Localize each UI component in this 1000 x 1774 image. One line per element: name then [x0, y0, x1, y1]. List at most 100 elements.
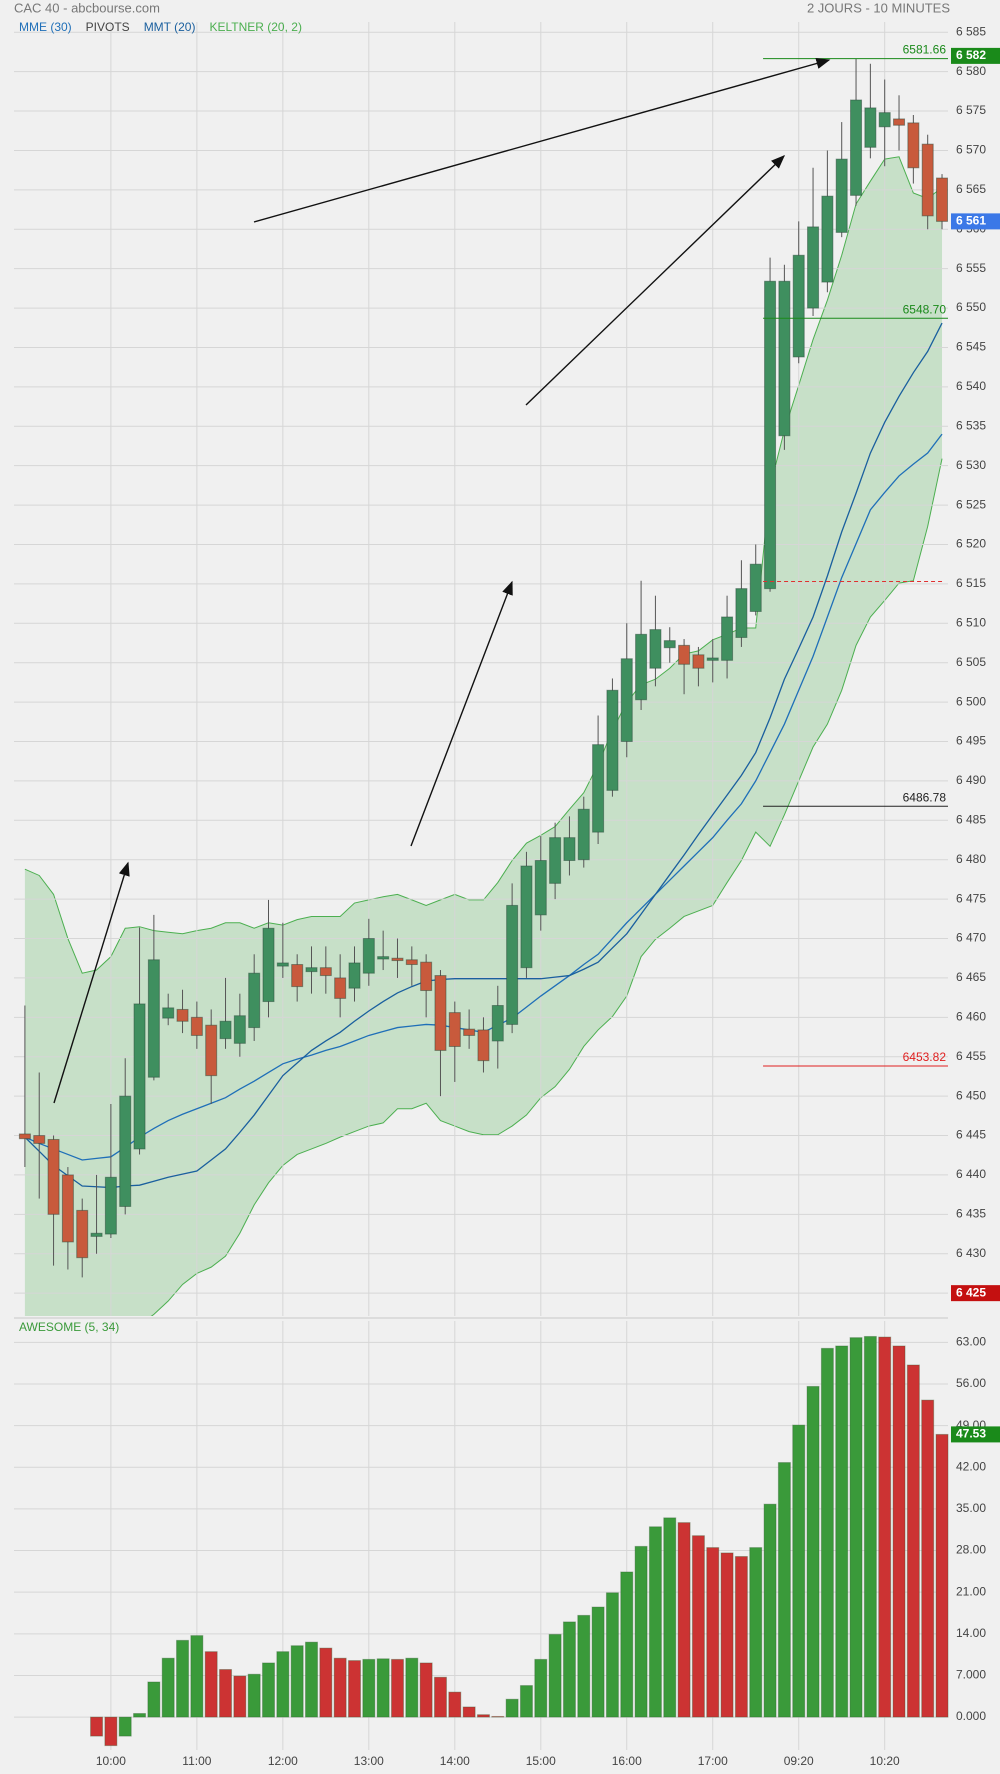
- candle-body: [391, 957, 404, 962]
- y-tick-label: 6 465: [956, 970, 986, 984]
- bar: [677, 1522, 691, 1718]
- bar: [892, 1345, 906, 1718]
- keltner-edge: [150, 458, 943, 1316]
- bar: [118, 1716, 132, 1737]
- bar: [347, 1660, 361, 1718]
- candle-body: [47, 1138, 60, 1215]
- legend-entry: MMT (20): [144, 20, 196, 34]
- y-tick-label: 6 580: [956, 64, 986, 78]
- x-tick-label: 09:20: [784, 1754, 814, 1768]
- bar: [262, 1662, 276, 1718]
- y-tick-label: 6 545: [956, 340, 986, 354]
- candle-body: [90, 1232, 103, 1237]
- y-tick-label: 6 550: [956, 300, 986, 314]
- y-tick-label: 6 510: [956, 615, 986, 629]
- candle-body: [635, 633, 648, 701]
- bar: [878, 1336, 892, 1718]
- bar: [835, 1345, 849, 1718]
- bar: [204, 1651, 218, 1718]
- bar: [462, 1706, 476, 1718]
- x-tick-label: 11:00: [182, 1754, 211, 1768]
- price-plot: [14, 22, 948, 1316]
- candle-body: [678, 644, 691, 665]
- y-tick-label: 6 480: [956, 852, 986, 866]
- candle-body: [864, 107, 877, 148]
- candle-body: [362, 938, 375, 974]
- y-tick-label: 6 445: [956, 1128, 986, 1142]
- pivot-label: 6581.66: [903, 43, 947, 57]
- candle-body: [448, 1012, 461, 1047]
- bar: [419, 1662, 433, 1718]
- price-tag: [951, 1285, 1000, 1302]
- bar: [777, 1462, 791, 1718]
- bar: [190, 1635, 204, 1718]
- bar: [247, 1673, 261, 1718]
- pivot-label: 6453.82: [903, 1050, 947, 1064]
- value-tag-label: 47.53: [956, 1427, 986, 1441]
- candle-body: [577, 808, 590, 861]
- y-tick-label: 42.00: [956, 1459, 986, 1473]
- bar: [921, 1399, 935, 1718]
- x-tick-label: 14:00: [440, 1754, 470, 1768]
- bar: [390, 1658, 404, 1718]
- arrow: [53, 861, 130, 1104]
- y-tick-label: 21.00: [956, 1584, 986, 1598]
- arrow: [525, 155, 786, 406]
- candle-body: [190, 1016, 203, 1036]
- bar: [906, 1364, 920, 1718]
- y-tick-label: 63.00: [956, 1335, 986, 1349]
- candle-body: [563, 837, 576, 861]
- y-tick-label: 6 555: [956, 261, 986, 275]
- price-tag-label: 6 561: [956, 214, 986, 228]
- x-tick-label: 10:20: [870, 1754, 900, 1768]
- candle-body: [248, 972, 261, 1029]
- bar: [749, 1547, 763, 1718]
- candle-body: [592, 744, 605, 833]
- y-tick-label: 35.00: [956, 1501, 986, 1515]
- candle-body: [749, 563, 762, 612]
- candle-body: [262, 927, 275, 1003]
- candle-body: [549, 837, 562, 884]
- y-tick-label: 6 435: [956, 1207, 986, 1221]
- x-tick-label: 12:00: [268, 1754, 298, 1768]
- bar: [935, 1433, 949, 1718]
- bar: [176, 1639, 190, 1718]
- candle-body: [76, 1209, 89, 1259]
- bar: [720, 1552, 734, 1718]
- candle-body: [936, 177, 948, 222]
- y-tick-label: 6 470: [956, 931, 986, 945]
- y-tick-label: 6 430: [956, 1246, 986, 1260]
- candle-body: [119, 1095, 132, 1207]
- candle-body: [18, 1133, 31, 1140]
- legend-entry: MME (30): [19, 20, 72, 34]
- y-tick-label: 6 575: [956, 103, 986, 117]
- bar: [734, 1556, 748, 1718]
- y-tick-label: 6 520: [956, 537, 986, 551]
- bar: [333, 1657, 347, 1718]
- candle-body: [721, 616, 734, 661]
- x-tick-label: 17:00: [698, 1754, 728, 1768]
- bar: [505, 1698, 519, 1718]
- indicator-title: AWESOME (5, 34): [19, 1320, 119, 1334]
- y-tick-label: 28.00: [956, 1543, 986, 1557]
- bar: [548, 1633, 562, 1718]
- bar: [219, 1668, 233, 1718]
- bar: [305, 1641, 318, 1718]
- bar: [849, 1337, 863, 1718]
- candle-body: [921, 143, 934, 217]
- y-tick-label: 6 450: [956, 1088, 986, 1102]
- candle-body: [792, 254, 805, 358]
- chart-title: CAC 40 - abcbourse.com: [14, 0, 160, 15]
- bar: [577, 1614, 591, 1718]
- bar: [161, 1657, 175, 1718]
- candle-body: [520, 865, 533, 969]
- bar: [90, 1716, 104, 1737]
- candle-body: [606, 689, 619, 791]
- bar: [491, 1715, 505, 1718]
- candle-body: [850, 99, 863, 196]
- y-tick-label: 6 475: [956, 891, 986, 905]
- bar: [820, 1347, 834, 1718]
- candle-body: [219, 1020, 232, 1040]
- bar: [405, 1657, 419, 1718]
- candle-body: [162, 1007, 175, 1019]
